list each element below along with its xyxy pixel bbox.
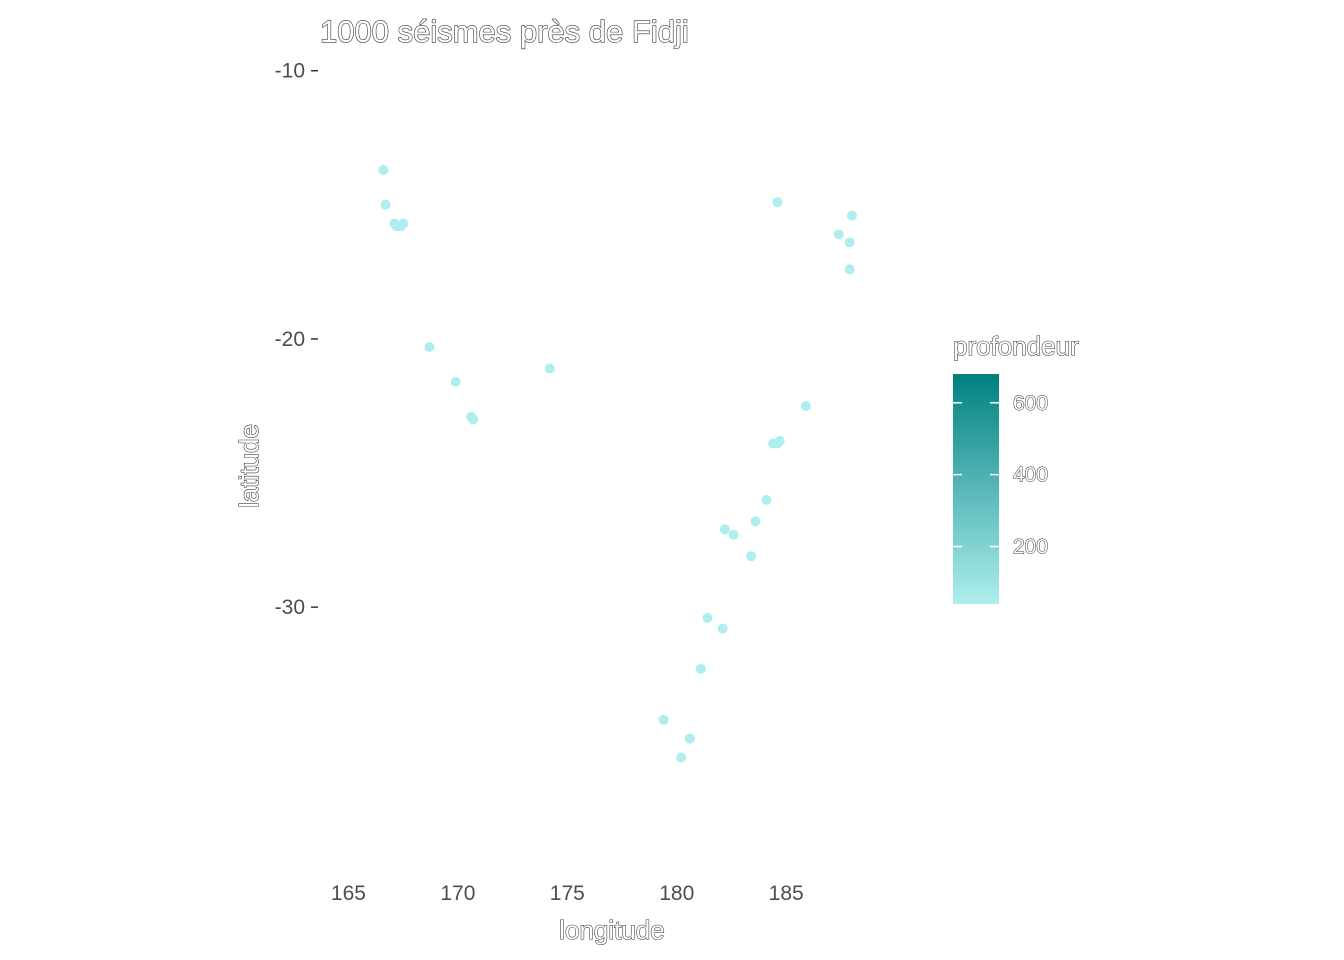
data-point: [702, 612, 713, 623]
x-axis: 165 170 175 180 185: [331, 882, 804, 905]
y-tick-label: -30: [275, 596, 305, 619]
data-points: [378, 164, 857, 763]
data-point: [450, 376, 461, 387]
data-point: [761, 494, 772, 505]
data-point: [728, 529, 739, 540]
y-axis-title: latitude: [234, 424, 264, 508]
data-point: [844, 237, 855, 248]
data-point: [746, 551, 757, 562]
data-point: [380, 199, 391, 210]
legend-tick-label: 600: [1013, 392, 1048, 415]
data-point: [676, 752, 687, 763]
data-point: [544, 363, 555, 374]
x-tick-label: 180: [659, 882, 694, 905]
data-point: [424, 341, 435, 352]
y-axis: -10 -20 -30: [275, 60, 318, 619]
x-tick-label: 170: [440, 882, 475, 905]
legend-tick-label: 400: [1013, 464, 1048, 487]
legend-title: profondeur: [953, 331, 1079, 361]
data-point: [717, 623, 728, 634]
legend-ticks: 200 400 600: [953, 391, 1049, 559]
data-point: [846, 210, 857, 221]
legend: profondeur 200 400 600: [952, 330, 1080, 604]
data-point: [772, 197, 783, 208]
data-point: [684, 733, 695, 744]
legend-colorbar: [953, 374, 999, 604]
y-tick-label: -20: [275, 328, 305, 351]
data-point: [833, 229, 844, 240]
data-point: [844, 264, 855, 275]
chart-title: 1000 séismes près de Fidji: [320, 14, 689, 49]
x-axis-title: longitude: [559, 915, 665, 945]
legend-tick-label: 200: [1013, 536, 1048, 559]
x-tick-label: 185: [769, 882, 804, 905]
x-tick-label: 175: [550, 882, 585, 905]
data-point: [800, 400, 811, 411]
data-point: [750, 516, 761, 527]
y-tick-label: -10: [275, 60, 305, 83]
data-point: [658, 714, 669, 725]
data-point: [719, 524, 730, 535]
x-tick-label: 165: [331, 882, 366, 905]
data-point: [378, 164, 389, 175]
data-point: [398, 218, 409, 229]
data-point: [774, 435, 785, 446]
data-point: [468, 414, 479, 425]
data-point: [695, 663, 706, 674]
